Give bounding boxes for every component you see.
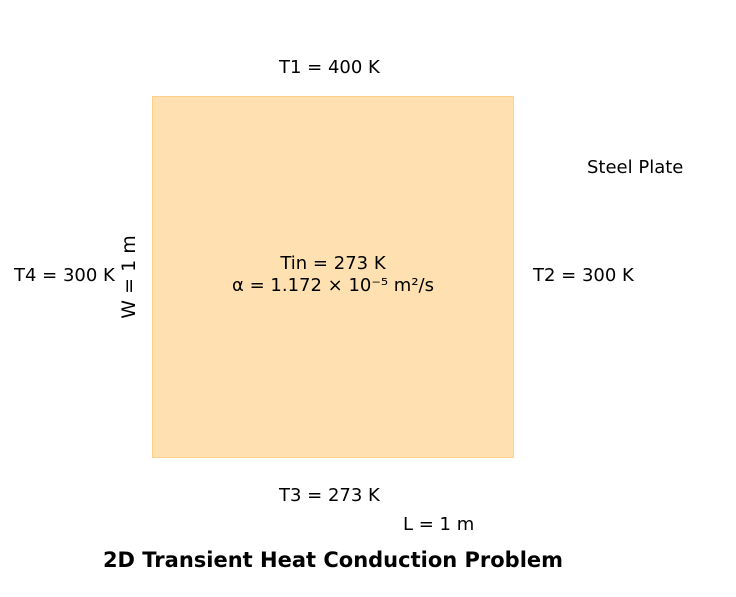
left-boundary-label: T4 = 300 K bbox=[14, 265, 115, 286]
top-boundary-label: T1 = 400 K bbox=[279, 57, 380, 78]
bottom-boundary-label: T3 = 273 K bbox=[279, 485, 380, 506]
diffusivity-label: α = 1.172 × 10⁻⁵ m²/s bbox=[232, 275, 434, 296]
diagram-title: 2D Transient Heat Conduction Problem bbox=[102, 548, 564, 572]
plate-properties: Tin = 273 K α = 1.172 × 10⁻⁵ m²/s bbox=[152, 253, 514, 297]
initial-temperature-label: Tin = 273 K bbox=[280, 253, 386, 274]
length-dimension-label: L = 1 m bbox=[403, 514, 475, 535]
right-boundary-label: T2 = 300 K bbox=[533, 265, 634, 286]
plate-material-label: Steel Plate bbox=[587, 157, 684, 178]
width-dimension-label: W = 1 m bbox=[118, 235, 140, 319]
steel-plate-rectangle bbox=[152, 96, 514, 458]
